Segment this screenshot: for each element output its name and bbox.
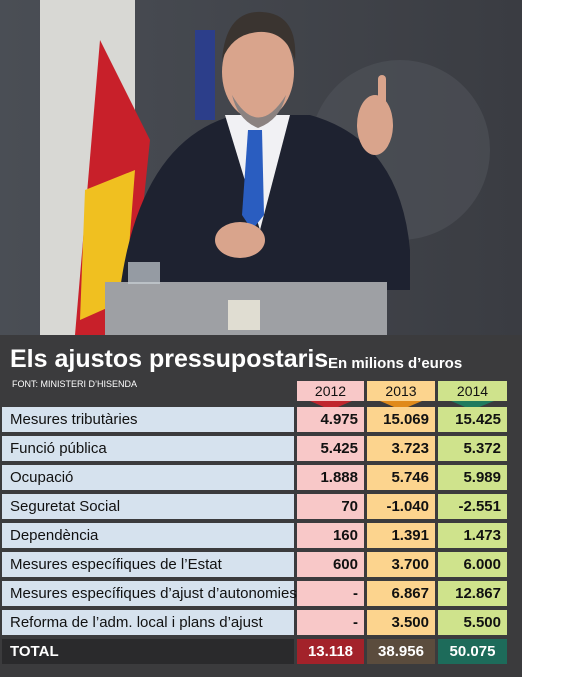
row-label: Dependència: [2, 523, 294, 548]
cell-value: 12.867: [438, 581, 507, 606]
cell-value: -: [297, 581, 364, 606]
row-label: Mesures específiques d’ajust d’autonomie…: [2, 581, 297, 606]
row-label: Reforma de l’adm. local i plans d’ajust: [2, 610, 294, 635]
photo: [0, 0, 522, 335]
subtitle: En milions d’euros: [328, 355, 463, 372]
source: FONT: MINISTERI D’HISENDA: [12, 379, 138, 389]
total-value: 13.118: [297, 639, 364, 664]
cell-value: 5.425: [297, 436, 364, 461]
row-label: Seguretat Social: [2, 494, 294, 519]
column-header: 2012: [297, 381, 364, 401]
cell-value: 160: [297, 523, 364, 548]
cell-value: 600: [297, 552, 364, 577]
total-label: TOTAL: [2, 639, 294, 664]
total-value: 50.075: [438, 639, 507, 664]
cell-value: 70: [297, 494, 364, 519]
header-arrows: [310, 401, 494, 410]
row-label: Mesures específiques de l’Estat: [2, 552, 294, 577]
cell-value: 1.391: [367, 523, 435, 548]
row-label: Funció pública: [2, 436, 294, 461]
row-label: Ocupació: [2, 465, 294, 490]
cell-value: 6.867: [367, 581, 435, 606]
total-value: 38.956: [367, 639, 435, 664]
cell-value: 4.975: [297, 407, 364, 432]
cell-value: 3.723: [367, 436, 435, 461]
cell-value: -: [297, 610, 364, 635]
cell-value: 5.989: [438, 465, 507, 490]
cell-value: -2.551: [438, 494, 507, 519]
cell-value: 15.069: [367, 407, 435, 432]
column-header: 2013: [367, 381, 435, 401]
column-header: 2014: [438, 381, 507, 401]
title: Els ajustos pressupostaris: [10, 345, 329, 373]
row-label: Mesures tributàries: [2, 407, 294, 432]
cell-value: 6.000: [438, 552, 507, 577]
cell-value: 1.473: [438, 523, 507, 548]
cell-value: 15.425: [438, 407, 507, 432]
cell-value: -1.040: [367, 494, 435, 519]
cell-value: 3.500: [367, 610, 435, 635]
cell-value: 3.700: [367, 552, 435, 577]
cell-value: 5.746: [367, 465, 435, 490]
cell-value: 5.372: [438, 436, 507, 461]
cell-value: 5.500: [438, 610, 507, 635]
cell-value: 1.888: [297, 465, 364, 490]
